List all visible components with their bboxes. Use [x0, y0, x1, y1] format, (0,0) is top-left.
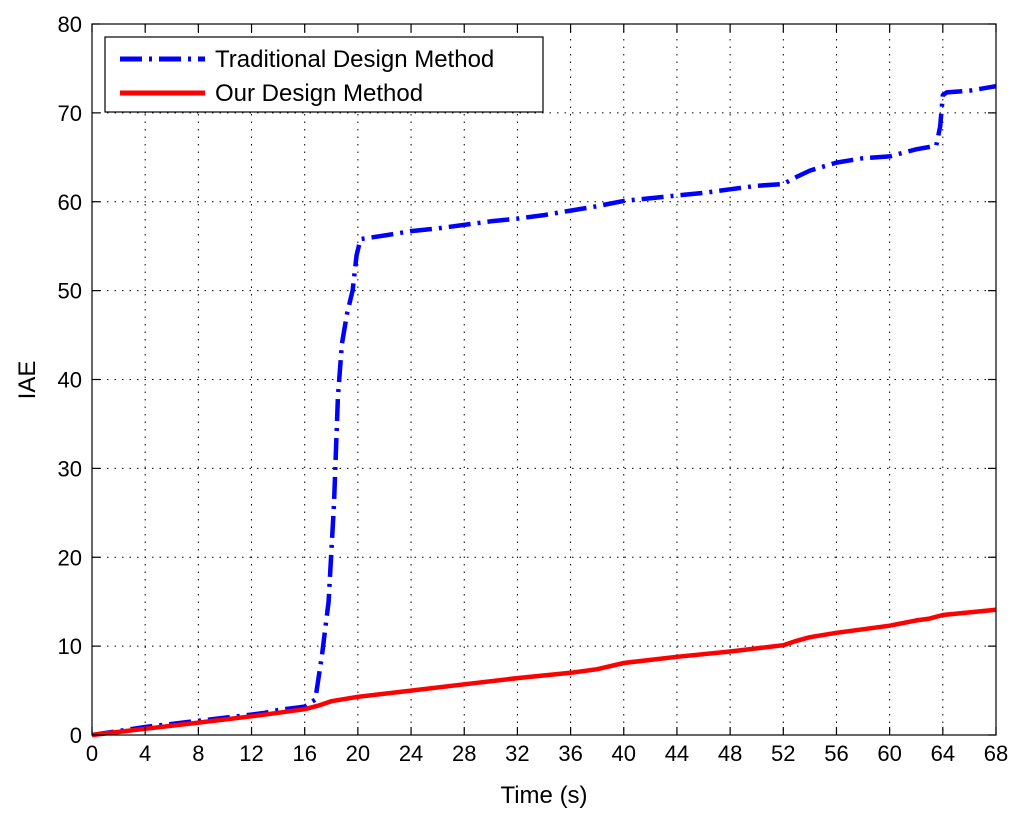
x-tick-label: 52 — [771, 741, 795, 766]
y-tick-label: 40 — [58, 368, 82, 393]
x-tick-label: 56 — [824, 741, 848, 766]
x-tick-label: 12 — [239, 741, 263, 766]
y-tick-label: 80 — [58, 12, 82, 37]
plot-series — [91, 83, 997, 738]
x-tick-label: 36 — [558, 741, 582, 766]
x-tick-label: 24 — [399, 741, 423, 766]
x-tick-label: 44 — [665, 741, 689, 766]
x-tick-label: 16 — [292, 741, 316, 766]
series-line-traditional — [91, 83, 997, 738]
y-tick-label: 50 — [58, 279, 82, 304]
y-tick-label: 70 — [58, 101, 82, 126]
x-tick-label: 4 — [139, 741, 151, 766]
legend-label-traditional: Traditional Design Method — [215, 46, 494, 73]
y-tick-label: 0 — [70, 723, 82, 748]
x-tick-label: 20 — [346, 741, 370, 766]
x-tick-label: 32 — [505, 741, 529, 766]
y-tick-label: 10 — [58, 634, 82, 659]
series-line-ours — [91, 607, 997, 738]
x-tick-label: 64 — [931, 741, 955, 766]
x-tick-label: 48 — [718, 741, 742, 766]
x-tick-label: 0 — [86, 741, 98, 766]
y-tick-label: 60 — [58, 190, 82, 215]
legend-label-ours: Our Design Method — [215, 80, 423, 107]
x-tick-label: 68 — [984, 741, 1008, 766]
x-tick-label: 8 — [192, 741, 204, 766]
axis-ticks — [91, 23, 997, 736]
y-axis-label: IAE — [14, 361, 41, 400]
legend: Traditional Design Method Our Design Met… — [104, 36, 544, 113]
x-tick-label: 60 — [877, 741, 901, 766]
legend-box — [104, 36, 544, 113]
x-tick-label: 28 — [452, 741, 476, 766]
y-tick-label: 30 — [58, 456, 82, 481]
y-tick-label: 20 — [58, 545, 82, 570]
x-tick-label: 40 — [612, 741, 636, 766]
tick-labels: 0 4 8 12 16 20 24 28 32 36 40 44 48 52 56 60 64 680102030… — [58, 12, 1009, 766]
x-axis-label: Time (s) — [500, 782, 587, 809]
